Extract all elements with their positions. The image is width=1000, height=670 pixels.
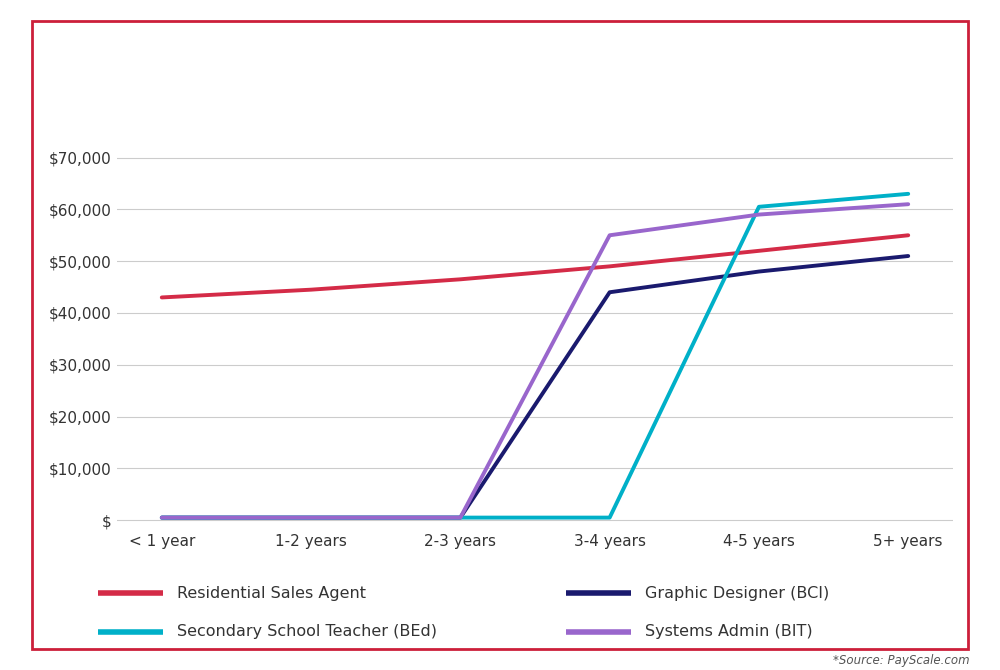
- Text: Systems Admin (BIT): Systems Admin (BIT): [645, 624, 813, 639]
- Text: Secondary School Teacher (BEd): Secondary School Teacher (BEd): [177, 624, 437, 639]
- Text: Graphic Designer (BCI): Graphic Designer (BCI): [645, 586, 829, 600]
- Text: AVERAGE INCOME BY POSITION*: AVERAGE INCOME BY POSITION*: [122, 52, 878, 94]
- Text: Residential Sales Agent: Residential Sales Agent: [177, 586, 366, 600]
- Text: *Source: PayScale.com: *Source: PayScale.com: [833, 654, 970, 667]
